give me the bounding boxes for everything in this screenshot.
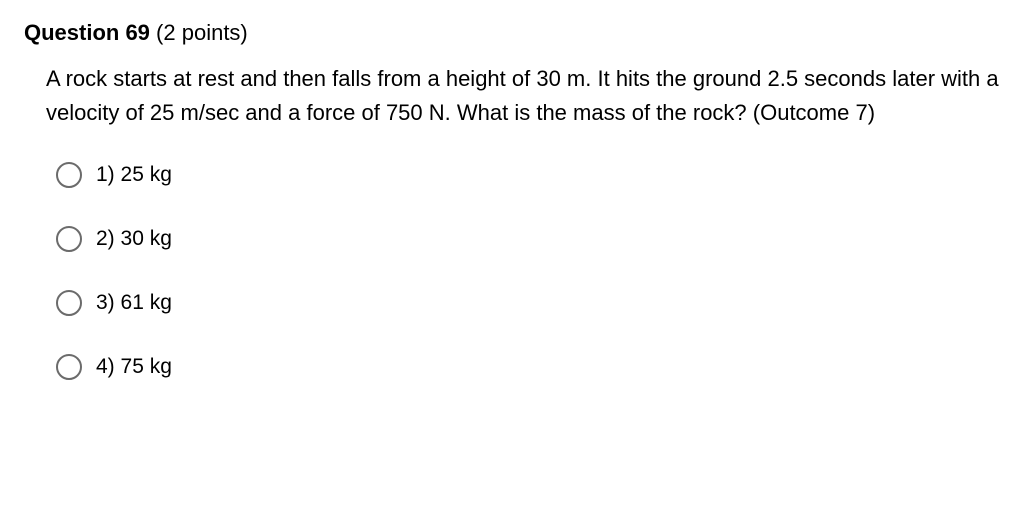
option-number: 1) [96,163,115,186]
option-label: 1) 25 kg [96,163,172,187]
radio-icon[interactable] [56,290,82,316]
option-text: 25 kg [121,163,172,186]
option-2[interactable]: 2) 30 kg [56,226,1000,252]
radio-icon[interactable] [56,354,82,380]
option-1[interactable]: 1) 25 kg [56,162,1000,188]
option-text: 61 kg [121,291,172,314]
question-number: Question 69 [24,20,150,45]
radio-icon[interactable] [56,226,82,252]
option-label: 3) 61 kg [96,291,172,315]
radio-icon[interactable] [56,162,82,188]
options-list: 1) 25 kg 2) 30 kg 3) 61 kg 4) 75 kg [24,162,1000,380]
option-text: 30 kg [121,227,172,250]
option-number: 2) [96,227,115,250]
question-points: (2 points) [156,20,248,45]
question-header: Question 69 (2 points) [24,20,1000,46]
option-4[interactable]: 4) 75 kg [56,354,1000,380]
question-prompt: A rock starts at rest and then falls fro… [24,62,1000,130]
option-label: 2) 30 kg [96,227,172,251]
option-number: 3) [96,291,115,314]
option-label: 4) 75 kg [96,355,172,379]
option-number: 4) [96,355,115,378]
option-text: 75 kg [121,355,172,378]
option-3[interactable]: 3) 61 kg [56,290,1000,316]
